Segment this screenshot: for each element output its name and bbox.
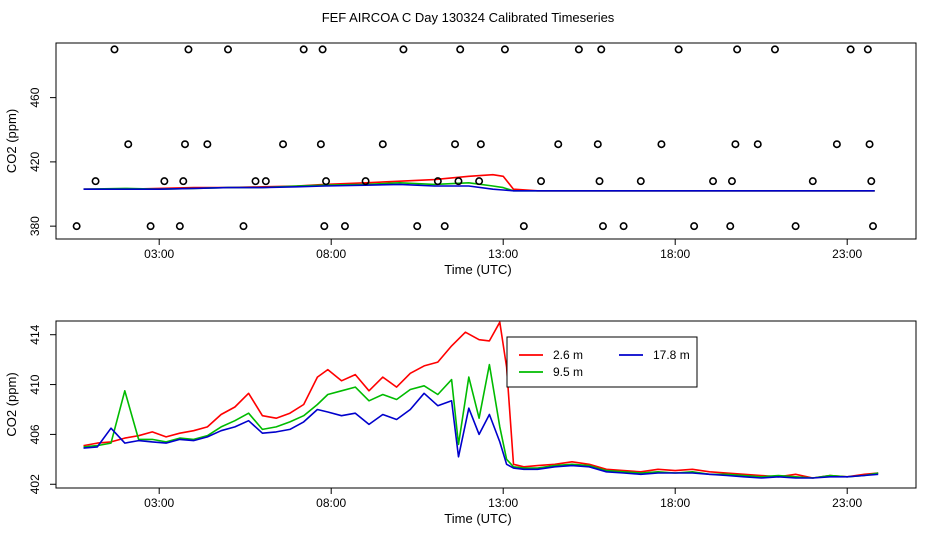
calibration-point (318, 45, 327, 54)
calibration-point (593, 140, 602, 149)
top-chart-panel: 03:00 08:00 13:00 18:00 23:00 380 420 460 Time (… (4, 42, 917, 277)
calibration-point (731, 140, 740, 149)
calibration-point (440, 222, 449, 231)
calibration-point (91, 177, 100, 186)
calibration-point (316, 140, 325, 149)
calibration-point (674, 45, 683, 54)
calibration-point (124, 140, 133, 149)
calibration-point (72, 222, 81, 231)
x-tick-label: 23:00 (832, 496, 862, 510)
series-line-17-8-m (83, 392, 879, 479)
calibration-point (378, 140, 387, 149)
calibration-point (203, 140, 212, 149)
y-tick-label: 402 (28, 474, 42, 494)
legend-label: 17.8 m (653, 348, 690, 362)
calibration-point (160, 177, 169, 186)
calibration-point (261, 177, 270, 186)
y-axis-label: CO2 (ppm) (4, 372, 19, 436)
calibration-point (413, 222, 422, 231)
legend-label: 9.5 m (553, 365, 583, 379)
calibration-point (791, 222, 800, 231)
x-tick-label: 13:00 (488, 247, 518, 261)
calibration-point (595, 177, 604, 186)
calibration-point (753, 140, 762, 149)
calibration-point (251, 177, 260, 186)
calibration-point (175, 222, 184, 231)
y-tick-label: 460 (28, 87, 42, 107)
calibration-point (832, 140, 841, 149)
calibration-point (657, 140, 666, 149)
series-line-2-6-m (83, 321, 879, 479)
series-line-17-8-m (83, 183, 875, 192)
calibration-point (146, 222, 155, 231)
y-axis-label: CO2 (ppm) (4, 109, 19, 173)
calibration-point (239, 222, 248, 231)
calibration-point (846, 45, 855, 54)
x-axis-label: Time (UTC) (444, 262, 511, 277)
x-axis-label: Time (UTC) (444, 511, 511, 526)
series-line-9-5-m (83, 363, 879, 479)
calibration-point (863, 45, 872, 54)
calibration-point (322, 177, 331, 186)
calibration-point (865, 140, 874, 149)
calibration-point (690, 222, 699, 231)
calibration-point (868, 222, 877, 231)
calibration-point (619, 222, 628, 231)
x-tick-label: 03:00 (144, 247, 174, 261)
calibration-point (361, 177, 370, 186)
x-tick-label: 08:00 (316, 496, 346, 510)
calibration-point (476, 140, 485, 149)
calibration-point (726, 222, 735, 231)
legend-label: 2.6 m (553, 348, 583, 362)
calibration-point (224, 45, 233, 54)
bottom-chart-panel: 03:00 08:00 13:00 18:00 23:00 402 406 410 414 Tim… (4, 320, 917, 526)
calibration-point (770, 45, 779, 54)
plot-frame (55, 42, 917, 240)
calibration-point (279, 140, 288, 149)
y-tick-label: 410 (28, 374, 42, 394)
calibration-point (519, 222, 528, 231)
y-tick-label: 414 (28, 324, 42, 344)
calibration-point (475, 177, 484, 186)
calibration-point (574, 45, 583, 54)
calibration-point (181, 140, 190, 149)
calibration-point (433, 177, 442, 186)
x-tick-label: 18:00 (660, 496, 690, 510)
calibration-point (597, 45, 606, 54)
x-tick-label: 18:00 (660, 247, 690, 261)
figure-title: FEF AIRCOA C Day 130324 Calibrated Times… (322, 10, 615, 25)
calibration-point (110, 45, 119, 54)
legend-box (506, 336, 698, 388)
calibration-point (500, 45, 509, 54)
plot-frame (55, 320, 917, 489)
x-tick-label: 08:00 (316, 247, 346, 261)
calibration-point (636, 177, 645, 186)
calibration-point (537, 177, 546, 186)
calibration-point (733, 45, 742, 54)
x-tick-label: 03:00 (144, 496, 174, 510)
y-tick-label: 380 (28, 216, 42, 236)
calibration-point (299, 45, 308, 54)
calibration-point (179, 177, 188, 186)
y-tick-label: 406 (28, 424, 42, 444)
x-tick-label: 23:00 (832, 247, 862, 261)
calibration-point (709, 177, 718, 186)
calibration-point (456, 45, 465, 54)
calibration-point (320, 222, 329, 231)
calibration-point (727, 177, 736, 186)
calibration-point (451, 140, 460, 149)
calibration-point (867, 177, 876, 186)
calibration-point (399, 45, 408, 54)
calibration-point (598, 222, 607, 231)
x-tick-label: 13:00 (488, 496, 518, 510)
calibration-point (184, 45, 193, 54)
calibration-point (554, 140, 563, 149)
calibration-point (808, 177, 817, 186)
calibration-point (340, 222, 349, 231)
y-tick-label: 420 (28, 152, 42, 172)
calibration-point (454, 177, 463, 186)
